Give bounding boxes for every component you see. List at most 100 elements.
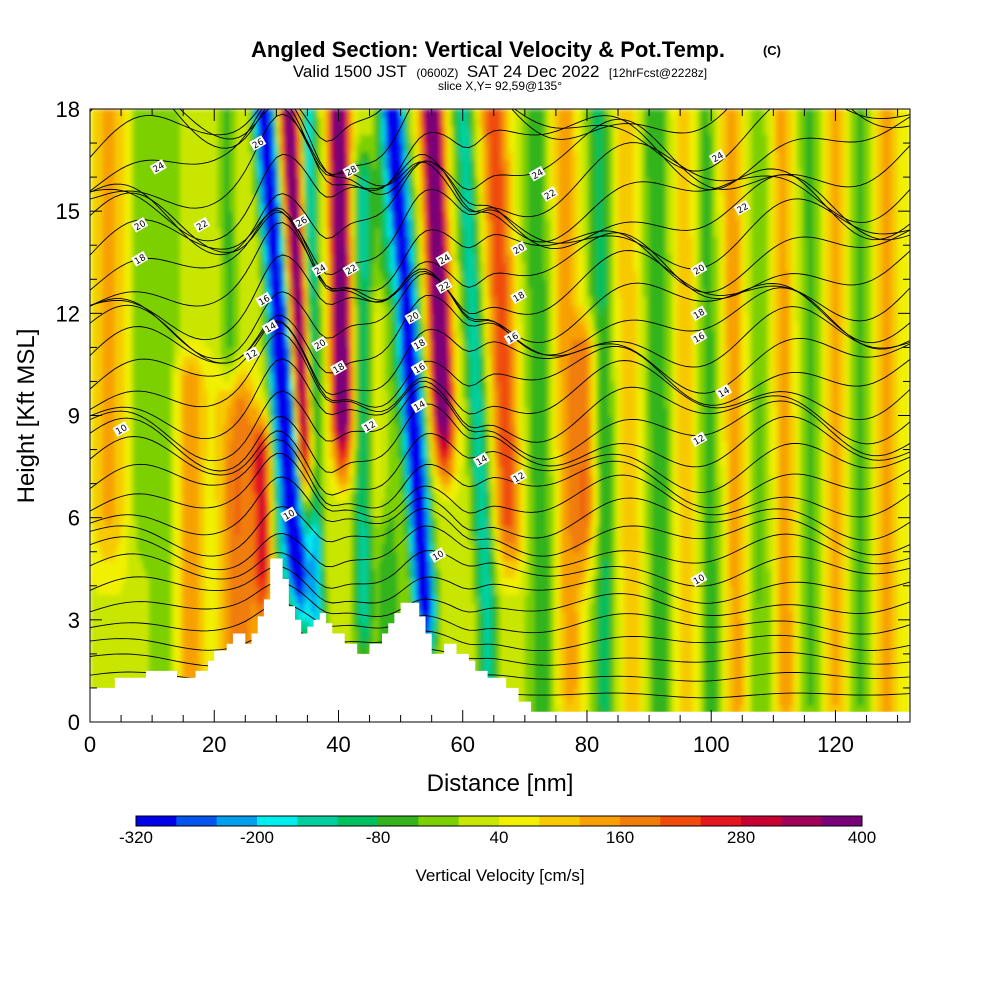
- x-tick-label: 60: [450, 732, 474, 757]
- theta-contour-line: [90, 358, 910, 445]
- colorbar-swatch: [741, 816, 782, 826]
- contour-label-text: 22: [344, 263, 359, 277]
- contour-label-box: [261, 319, 279, 335]
- slice-label: slice X,Y= 92,59@135°: [438, 79, 562, 93]
- theta-contour-line: [90, 476, 910, 541]
- contour-label-box: [342, 261, 360, 277]
- colorbar-swatch: [297, 816, 339, 826]
- y-tick-label: 3: [68, 608, 80, 633]
- contour-label-box: [342, 162, 360, 179]
- colorbar-tick-label: -320: [119, 828, 153, 847]
- contour-label-box: [715, 383, 733, 400]
- theta-contour-line: [90, 603, 910, 635]
- contour-label-box: [472, 451, 490, 468]
- theta-contour-line: [90, 506, 910, 557]
- contour-label-box: [690, 431, 708, 448]
- y-axis: 0 3 6 9 12 15 18: [56, 97, 910, 735]
- contour-label-box: [131, 250, 149, 267]
- colorbar-swatch: [136, 816, 177, 826]
- x-tick-label: 20: [202, 732, 226, 757]
- contour-label-box: [242, 346, 261, 363]
- contour-label-box: [690, 329, 708, 346]
- theta-contour-line: [90, 254, 910, 344]
- colorbar-swatch: [458, 816, 500, 826]
- x-tick-label: 40: [326, 732, 350, 757]
- theta-contour-line: [90, 272, 910, 360]
- contour-label-text: 22: [437, 280, 452, 294]
- contour-label: 22: [541, 186, 559, 203]
- theta-contour-line: [90, 566, 910, 604]
- colorbar-swatch: [176, 816, 218, 826]
- colorbar: -320 -200 -80 40 160 280 400: [119, 815, 876, 847]
- colorbar-tick-label: 40: [490, 828, 509, 847]
- colorbar-swatch: [781, 816, 823, 826]
- contour-label: 12: [690, 431, 708, 448]
- colorbar-swatch: [499, 816, 540, 826]
- y-tick-label: 18: [56, 97, 80, 122]
- contour-label-box: [690, 261, 708, 277]
- colorbar-swatch: [539, 816, 581, 826]
- theta-contour-line: [90, 386, 910, 462]
- colorbar-tick-label: -80: [366, 828, 391, 847]
- colorbar-tick-label: 280: [727, 828, 755, 847]
- x-tick-label: 0: [84, 732, 96, 757]
- subtitle-utc-time: (0600Z): [416, 66, 458, 80]
- y-tick-label: 15: [56, 199, 80, 224]
- terrain-mask: [90, 558, 910, 722]
- contour-label-text: 22: [195, 219, 210, 233]
- contour-label-text: 12: [363, 420, 378, 434]
- subtitle-forecast-info: [12hrFcst@2228z]: [609, 66, 707, 80]
- contour-label-box: [510, 240, 528, 257]
- y-axis-label: Height [Kft MSL]: [13, 329, 40, 504]
- theta-contour-line: [90, 294, 910, 374]
- colorbar-swatch: [700, 816, 742, 826]
- theta-contour-line: [90, 582, 910, 618]
- contour-label-text: 12: [512, 471, 527, 485]
- contour-label-text: 22: [736, 202, 751, 216]
- contour-label-box: [410, 359, 428, 376]
- contour-label-text: 12: [692, 433, 707, 447]
- theta-contour-line: [90, 207, 910, 303]
- theta-contour-line: [90, 525, 910, 571]
- colorbar-swatch: [378, 816, 419, 826]
- contour-label: 22: [435, 278, 453, 295]
- contour-label-box: [311, 261, 329, 277]
- colorbar-tick-label: 400: [848, 828, 876, 847]
- contour-label-box: [528, 165, 546, 182]
- contour-label-box: [510, 288, 528, 305]
- contour-label-box: [404, 308, 422, 325]
- contour-label-box: [131, 216, 149, 233]
- theta-contour-line: [172, 109, 910, 149]
- contour-label-box: [112, 421, 130, 437]
- colorbar-tick-label: -200: [240, 828, 274, 847]
- contour-label-box: [410, 336, 428, 352]
- contour-label-box: [410, 397, 428, 414]
- x-tick-label: 80: [575, 732, 599, 757]
- theta-contour-line: [90, 403, 910, 473]
- colorbar-swatch: [821, 816, 863, 826]
- y-tick-label: 0: [68, 710, 80, 735]
- contour-label-text: 12: [245, 348, 260, 362]
- contour-label-box: [329, 359, 348, 376]
- contour-label-box: [733, 199, 751, 216]
- colorbar-swatch: [579, 816, 621, 826]
- colorbar-swatch: [620, 816, 661, 826]
- theta-contour-line: [90, 550, 910, 589]
- colorbar-swatch: [337, 816, 379, 826]
- colorbar-swatch: [418, 816, 460, 826]
- contour-label-box: [690, 571, 708, 587]
- contour-label-box: [510, 468, 528, 485]
- x-axis: 0 20 40 60 80 100 120: [84, 109, 899, 757]
- colorbar-swatch: [216, 816, 258, 826]
- contour-label-box: [311, 336, 329, 352]
- colorbar-frame: [135, 815, 863, 827]
- contour-label-text: 22: [543, 188, 558, 202]
- theta-contour-line: [90, 109, 910, 177]
- theta-contour-line: [90, 453, 910, 518]
- contour-label-box: [149, 159, 167, 175]
- contour-label: 22: [342, 261, 360, 278]
- contour-label-box: [360, 417, 379, 434]
- colorbar-tick-label: 160: [606, 828, 634, 847]
- contour-label-box: [708, 148, 726, 165]
